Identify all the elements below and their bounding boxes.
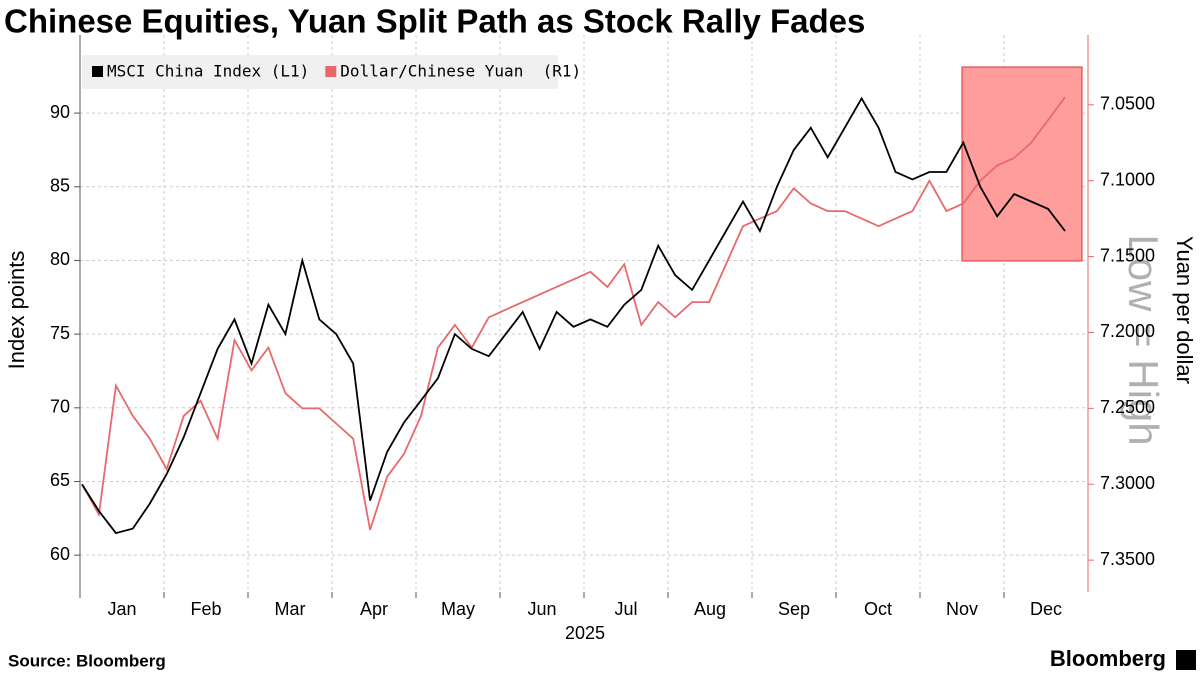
- y-tick-label: 65: [50, 470, 70, 490]
- x-tick-label: Jun: [527, 599, 556, 619]
- x-tick-label: Aug: [694, 599, 726, 619]
- legend-box: [82, 55, 558, 89]
- highlight-box: [961, 66, 1083, 262]
- legend-swatch: [325, 66, 337, 77]
- series-line: [81, 96, 1066, 535]
- x-tick-label: Jan: [107, 599, 136, 619]
- x-tick-label: Mar: [275, 599, 306, 619]
- y-tick-label: 75: [50, 323, 70, 343]
- x-tick-label: Nov: [946, 599, 978, 619]
- annotation: Low = High: [1120, 234, 1167, 445]
- y-tick-label: 60: [50, 544, 70, 564]
- y-axis-label: Index points: [4, 251, 29, 370]
- source: Source: Bloomberg: [8, 651, 166, 670]
- x-tick-label: Dec: [1030, 599, 1062, 619]
- y2-tick-label: 7.2000: [1100, 321, 1155, 341]
- y2-tick-label: 7.3000: [1100, 473, 1155, 493]
- legend-label: MSCI China Index (L1): [107, 62, 309, 81]
- series-line: [81, 96, 1066, 531]
- y-tick-label: 70: [50, 397, 70, 417]
- x-tick-label: Sep: [778, 599, 810, 619]
- y2-tick-label: 7.1000: [1100, 169, 1155, 189]
- brand: Bloomberg: [1050, 646, 1166, 671]
- x-axis-label: 2025: [565, 623, 605, 643]
- legend-label: Dollar/Chinese Yuan (R1): [340, 62, 581, 81]
- brand-icon: [1176, 650, 1196, 670]
- y-tick-label: 85: [50, 176, 70, 196]
- y2-tick-label: 7.1500: [1100, 245, 1155, 265]
- x-tick-label: Apr: [360, 599, 388, 619]
- x-tick-label: Jul: [614, 599, 637, 619]
- x-tick-label: Feb: [190, 599, 221, 619]
- y2-tick-label: 7.2500: [1100, 397, 1155, 417]
- y-tick-label: 80: [50, 249, 70, 269]
- x-tick-label: Oct: [864, 599, 892, 619]
- y-tick-label: 90: [50, 102, 70, 122]
- chart-title: Chinese Equities, Yuan Split Path as Sto…: [4, 3, 865, 40]
- y2-tick-label: 7.0500: [1100, 94, 1155, 114]
- legend-swatch: [92, 66, 103, 77]
- y2-tick-label: 7.3500: [1100, 549, 1155, 569]
- y2-axis-label: Yuan per dollar: [1172, 236, 1197, 384]
- x-tick-label: May: [441, 599, 475, 619]
